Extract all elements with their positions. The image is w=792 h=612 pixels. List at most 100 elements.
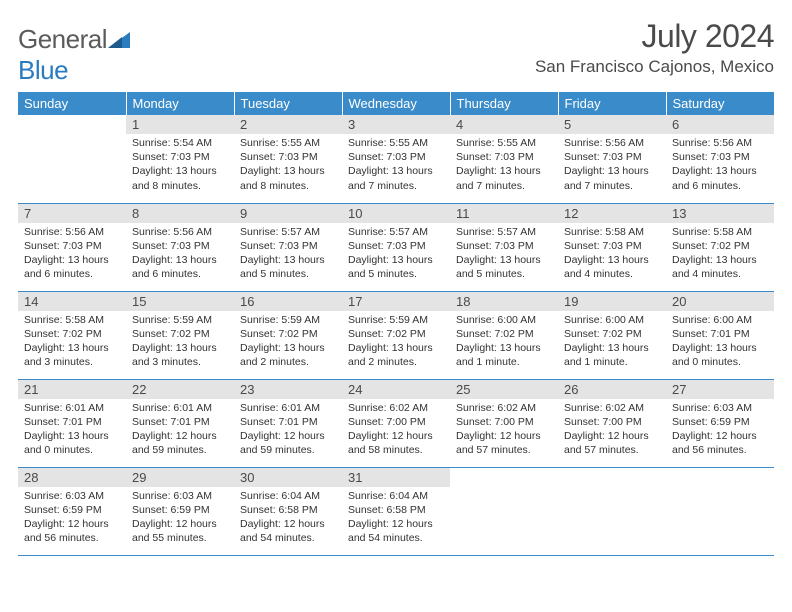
day-number: 11 xyxy=(450,204,558,223)
sunrise-text: Sunrise: 5:56 AM xyxy=(24,225,120,239)
sunrise-text: Sunrise: 5:55 AM xyxy=(348,136,444,150)
sunrise-text: Sunrise: 6:02 AM xyxy=(564,401,660,415)
day-number: 19 xyxy=(558,292,666,311)
calendar-cell: 18Sunrise: 6:00 AMSunset: 7:02 PMDayligh… xyxy=(450,291,558,379)
day-content: Sunrise: 5:57 AMSunset: 7:03 PMDaylight:… xyxy=(234,223,342,286)
daylight-text: Daylight: 13 hours and 0 minutes. xyxy=(672,341,768,369)
day-number: 22 xyxy=(126,380,234,399)
daylight-text: Daylight: 13 hours and 8 minutes. xyxy=(240,164,336,192)
calendar-cell: 27Sunrise: 6:03 AMSunset: 6:59 PMDayligh… xyxy=(666,379,774,467)
logo-triangle-icon xyxy=(108,24,130,55)
sunset-text: Sunset: 7:03 PM xyxy=(564,239,660,253)
day-content: Sunrise: 5:57 AMSunset: 7:03 PMDaylight:… xyxy=(450,223,558,286)
day-number: 26 xyxy=(558,380,666,399)
calendar-cell: 30Sunrise: 6:04 AMSunset: 6:58 PMDayligh… xyxy=(234,467,342,555)
day-content: Sunrise: 6:02 AMSunset: 7:00 PMDaylight:… xyxy=(342,399,450,462)
calendar-cell xyxy=(450,467,558,555)
header: GeneralBlue July 2024 San Francisco Cajo… xyxy=(18,18,774,86)
day-number: 9 xyxy=(234,204,342,223)
sunrise-text: Sunrise: 6:03 AM xyxy=(672,401,768,415)
sunrise-text: Sunrise: 5:57 AM xyxy=(240,225,336,239)
day-number: 6 xyxy=(666,115,774,134)
sunset-text: Sunset: 7:00 PM xyxy=(348,415,444,429)
day-number: 10 xyxy=(342,204,450,223)
calendar-cell: 28Sunrise: 6:03 AMSunset: 6:59 PMDayligh… xyxy=(18,467,126,555)
calendar-row: 28Sunrise: 6:03 AMSunset: 6:59 PMDayligh… xyxy=(18,467,774,555)
sunrise-text: Sunrise: 6:04 AM xyxy=(240,489,336,503)
sunrise-text: Sunrise: 5:59 AM xyxy=(348,313,444,327)
calendar-cell: 17 Sunrise: 5:59 AMSunset: 7:02 PMDayligh… xyxy=(342,291,450,379)
day-number: 7 xyxy=(18,204,126,223)
day-content: Sunrise: 6:01 AMSunset: 7:01 PMDaylight:… xyxy=(234,399,342,462)
day-number: 16 xyxy=(234,292,342,311)
daylight-text: Daylight: 13 hours and 1 minute. xyxy=(564,341,660,369)
sunrise-text: Sunrise: 6:00 AM xyxy=(672,313,768,327)
day-number: 12 xyxy=(558,204,666,223)
day-content: Sunrise: 5:55 AMSunset: 7:03 PMDaylight:… xyxy=(234,134,342,197)
calendar-cell: 15Sunrise: 5:59 AMSunset: 7:02 PMDayligh… xyxy=(126,291,234,379)
daylight-text: Daylight: 13 hours and 5 minutes. xyxy=(240,253,336,281)
calendar-cell: 8Sunrise: 5:56 AMSunset: 7:03 PMDaylight… xyxy=(126,203,234,291)
day-number: 2 xyxy=(234,115,342,134)
day-number: 23 xyxy=(234,380,342,399)
day-number: 30 xyxy=(234,468,342,487)
sunset-text: Sunset: 7:02 PM xyxy=(672,239,768,253)
daylight-text: Daylight: 12 hours and 59 minutes. xyxy=(132,429,228,457)
sunrise-text: Sunrise: 5:59 AM xyxy=(132,313,228,327)
logo-word2: Blue xyxy=(18,55,68,85)
calendar-cell: 13Sunrise: 5:58 AMSunset: 7:02 PMDayligh… xyxy=(666,203,774,291)
day-number: 21 xyxy=(18,380,126,399)
day-content: Sunrise: 6:01 AMSunset: 7:01 PMDaylight:… xyxy=(126,399,234,462)
calendar-row: 7Sunrise: 5:56 AMSunset: 7:03 PMDaylight… xyxy=(18,203,774,291)
calendar-row: 14Sunrise: 5:58 AMSunset: 7:02 PMDayligh… xyxy=(18,291,774,379)
sunrise-text: Sunrise: 5:54 AM xyxy=(132,136,228,150)
dayheader-mon: Monday xyxy=(126,92,234,115)
sunrise-text: Sunrise: 5:56 AM xyxy=(564,136,660,150)
sunrise-text: Sunrise: 6:00 AM xyxy=(564,313,660,327)
day-content: Sunrise: 6:00 AMSunset: 7:02 PMDaylight:… xyxy=(450,311,558,374)
dayheader-sun: Sunday xyxy=(18,92,126,115)
sunset-text: Sunset: 7:03 PM xyxy=(132,150,228,164)
sunset-text: Sunset: 7:01 PM xyxy=(672,327,768,341)
day-content: Sunrise: 6:02 AMSunset: 7:00 PMDaylight:… xyxy=(558,399,666,462)
daylight-text: Daylight: 13 hours and 7 minutes. xyxy=(348,164,444,192)
sunrise-text: Sunrise: 6:01 AM xyxy=(132,401,228,415)
day-content: Sunrise: 5:59 AMSunset: 7:02 PMDaylight:… xyxy=(126,311,234,374)
daylight-text: Daylight: 13 hours and 7 minutes. xyxy=(456,164,552,192)
daylight-text: Daylight: 13 hours and 4 minutes. xyxy=(564,253,660,281)
calendar-cell: 29Sunrise: 6:03 AMSunset: 6:59 PMDayligh… xyxy=(126,467,234,555)
daylight-text: Daylight: 12 hours and 55 minutes. xyxy=(132,517,228,545)
day-content: Sunrise: 6:00 AMSunset: 7:01 PMDaylight:… xyxy=(666,311,774,374)
sunset-text: Sunset: 6:59 PM xyxy=(24,503,120,517)
daylight-text: Daylight: 13 hours and 0 minutes. xyxy=(24,429,120,457)
day-number: 18 xyxy=(450,292,558,311)
calendar-cell: 10Sunrise: 5:57 AMSunset: 7:03 PMDayligh… xyxy=(342,203,450,291)
sunset-text: Sunset: 7:00 PM xyxy=(456,415,552,429)
day-number: 17 xyxy=(342,292,450,311)
day-content: Sunrise: 5:56 AMSunset: 7:03 PMDaylight:… xyxy=(558,134,666,197)
sunset-text: Sunset: 7:03 PM xyxy=(240,239,336,253)
calendar-cell: 25Sunrise: 6:02 AMSunset: 7:00 PMDayligh… xyxy=(450,379,558,467)
daylight-text: Daylight: 13 hours and 3 minutes. xyxy=(132,341,228,369)
sunrise-text: Sunrise: 5:58 AM xyxy=(564,225,660,239)
sunset-text: Sunset: 7:00 PM xyxy=(564,415,660,429)
sunrise-text: Sunrise: 5:58 AM xyxy=(672,225,768,239)
day-content: Sunrise: 5:57 AMSunset: 7:03 PMDaylight:… xyxy=(342,223,450,286)
calendar-cell: 23Sunrise: 6:01 AMSunset: 7:01 PMDayligh… xyxy=(234,379,342,467)
calendar-cell: 21Sunrise: 6:01 AMSunset: 7:01 PMDayligh… xyxy=(18,379,126,467)
day-number: 14 xyxy=(18,292,126,311)
daylight-text: Daylight: 13 hours and 2 minutes. xyxy=(348,341,444,369)
daylight-text: Daylight: 13 hours and 6 minutes. xyxy=(672,164,768,192)
calendar-cell: 16Sunrise: 5:59 AMSunset: 7:02 PMDayligh… xyxy=(234,291,342,379)
day-content: Sunrise: 5:58 AMSunset: 7:02 PMDaylight:… xyxy=(666,223,774,286)
sunset-text: Sunset: 7:03 PM xyxy=(24,239,120,253)
calendar-cell: 22Sunrise: 6:01 AMSunset: 7:01 PMDayligh… xyxy=(126,379,234,467)
sunset-text: Sunset: 7:02 PM xyxy=(348,327,444,341)
calendar-cell: 4Sunrise: 5:55 AMSunset: 7:03 PMDaylight… xyxy=(450,115,558,203)
calendar-cell: 1Sunrise: 5:54 AMSunset: 7:03 PMDaylight… xyxy=(126,115,234,203)
sunset-text: Sunset: 7:03 PM xyxy=(672,150,768,164)
sunrise-text: Sunrise: 5:58 AM xyxy=(24,313,120,327)
daylight-text: Daylight: 12 hours and 54 minutes. xyxy=(348,517,444,545)
day-number: 20 xyxy=(666,292,774,311)
calendar-cell: 9Sunrise: 5:57 AMSunset: 7:03 PMDaylight… xyxy=(234,203,342,291)
